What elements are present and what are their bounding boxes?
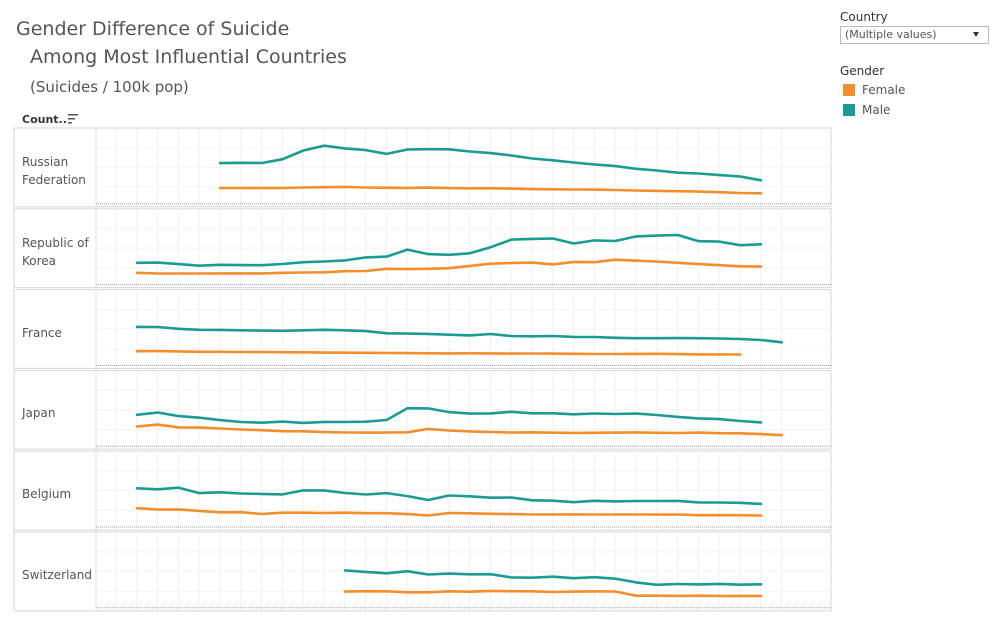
row-label-line: Korea [22,253,57,268]
panel-frame [13,450,832,531]
row-label-line: Belgium [22,487,72,502]
legend-label-male: Male [862,103,891,117]
series-line-male-russian-federation[interactable] [218,144,763,182]
panel-frame [13,208,832,289]
row-label-line: Russian [22,155,69,169]
row-label-belgium: Belgium [22,485,96,503]
chart-title-line2: Among Most Influential Countries [30,46,347,68]
series-line-female-switzerland[interactable] [343,589,763,598]
country-filter-label: Country [840,10,888,24]
series-line-female-republic-of-korea[interactable] [135,258,763,275]
panel-frame [13,369,832,450]
country-filter-value: (Multiple values) [845,28,937,41]
gridlines [96,129,831,610]
row-label-line: France [22,325,62,340]
legend-label-female: Female [862,83,906,97]
series-line-male-switzerland[interactable] [343,569,763,587]
chevron-down-icon[interactable] [973,32,979,37]
row-label-russian-federation: Russian Federation [22,153,96,189]
row-label-japan: Japan [22,404,96,422]
count-column-header[interactable]: Count.. [22,113,67,126]
series-line-male-belgium[interactable] [135,486,763,506]
series-line-female-belgium[interactable] [135,506,763,517]
row-label-line: Republic of [22,235,89,250]
row-label-republic-of-korea: Republic of Korea [22,234,96,270]
series-line-male-france[interactable] [135,325,784,344]
legend-title: Gender [840,64,885,78]
row-label-line: Federation [22,173,86,187]
row-label-france: France [22,324,96,342]
sort-icon[interactable] [68,113,80,124]
country-filter-dropdown[interactable]: (Multiple values) [840,26,989,44]
panel-frame [13,127,832,208]
panel-frame [13,531,832,612]
panel-frame [13,289,832,369]
row-label-switzerland: Switzerland [22,566,96,584]
chart-subtitle: (Suicides / 100k pop) [30,78,189,96]
chart-title: Gender Difference of Suicide [16,18,290,40]
legend-swatch-male [843,104,855,116]
row-label-line: Switzerland [22,568,92,582]
series-line-female-france[interactable] [135,349,742,356]
series-line-male-republic-of-korea[interactable] [135,233,763,268]
series-line-female-japan[interactable] [135,423,784,437]
series-line-female-russian-federation[interactable] [218,185,763,195]
series-line-male-japan[interactable] [135,406,763,425]
legend-swatch-female [843,84,855,96]
row-label-line: Japan [22,406,56,421]
